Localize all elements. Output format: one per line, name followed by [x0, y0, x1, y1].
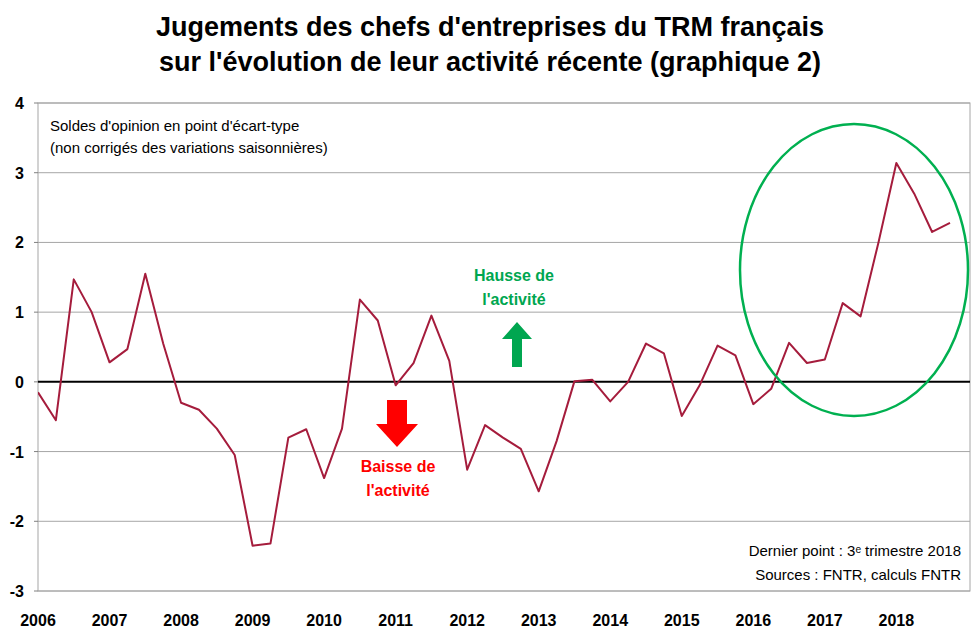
grid-line [38, 312, 970, 313]
title: Jugements des chefs d'entreprises du TRM… [156, 12, 824, 42]
x-tick-label: 2011 [378, 612, 413, 629]
y-tick-label: -1 [10, 444, 24, 461]
grid-line [38, 521, 970, 522]
note: Soldes d'opinion en point d'écart-type [50, 117, 299, 134]
y-tick [34, 521, 38, 522]
x-tick-label: 2018 [879, 612, 915, 629]
x-tick-label: 2010 [306, 612, 342, 629]
y-tick-label: -2 [10, 513, 24, 530]
y-tick-label: 4 [15, 95, 24, 112]
highlight-ellipse [740, 124, 968, 416]
grid-line [38, 451, 970, 452]
zero-line [38, 381, 970, 383]
down-arrow [376, 400, 418, 447]
chart: Jugements des chefs d'entreprises du TRM… [0, 0, 977, 638]
x-tick-label: 2013 [521, 612, 557, 629]
x-tick-label: 2009 [235, 612, 271, 629]
grid-line [38, 172, 970, 173]
y-tick-label: 1 [15, 304, 24, 321]
series-group [38, 163, 950, 546]
y-tick [34, 103, 38, 104]
y-tick-label: 2 [15, 234, 24, 251]
title: sur l'évolution de leur activité récente… [159, 47, 821, 77]
y-tick [34, 312, 38, 313]
y-tick-label: -3 [10, 583, 24, 600]
x-tick-label: 2006 [20, 612, 56, 629]
x-tick-label: 2008 [163, 612, 199, 629]
y-tick [34, 451, 38, 452]
y-tick [34, 381, 38, 382]
y-tick [34, 591, 38, 592]
x-tick-label: 2007 [92, 612, 128, 629]
y-tick [34, 242, 38, 243]
note: Dernier point : 3ᵉ trimestre 2018 [749, 542, 961, 559]
annotation: Hausse de [474, 267, 554, 284]
x-tick-label: 2017 [807, 612, 843, 629]
up-arrow [502, 322, 532, 367]
note: Sources : FNTR, calculs FNTR [755, 566, 961, 583]
annotation: l'activité [482, 291, 545, 308]
y-tick [34, 172, 38, 173]
note: (non corrigés des variations saisonnière… [50, 139, 328, 156]
x-tick-label: 2016 [735, 612, 771, 629]
grid-line [38, 242, 970, 243]
annotation: l'activité [366, 482, 429, 499]
x-tick-label: 2014 [592, 612, 628, 629]
x-tick-label: 2015 [664, 612, 700, 629]
line [38, 163, 950, 546]
y-tick-label: 0 [15, 374, 24, 391]
y-tick-label: 3 [15, 165, 24, 182]
x-tick-label: 2012 [449, 612, 485, 629]
annotation: Baisse de [361, 458, 436, 475]
plot-frame [38, 103, 970, 591]
